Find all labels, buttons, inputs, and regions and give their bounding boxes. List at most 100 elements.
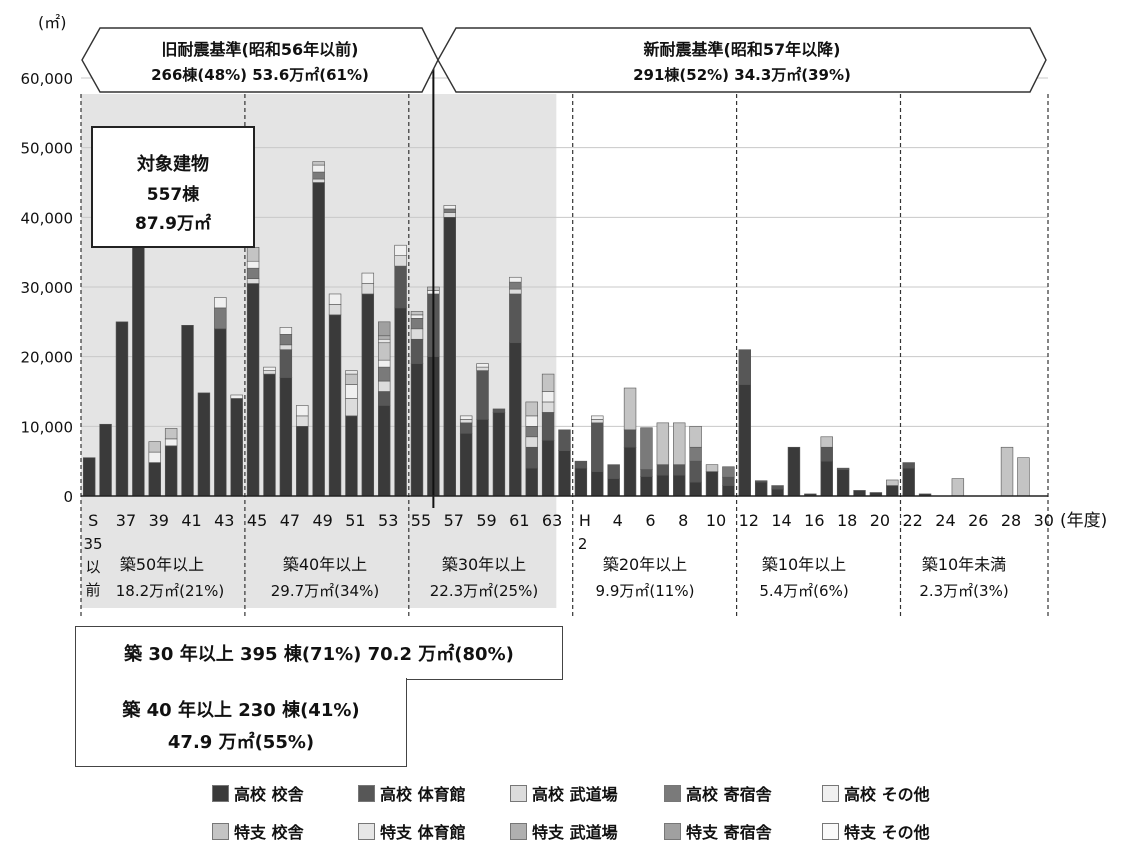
age-band-under10-stats: 2.3万㎡(3%)	[919, 582, 1008, 600]
bar-segment	[476, 363, 489, 368]
bar-segment	[263, 373, 276, 497]
bar-segment	[115, 321, 129, 497]
x-tick-label: 59	[476, 511, 496, 530]
age-band-30-label: 築30年以上	[442, 555, 526, 574]
legend-swatch	[212, 822, 229, 840]
x-tick-label: 55	[411, 511, 431, 530]
over-40-years-line2: 47.9 万㎡(55%)	[167, 732, 315, 753]
bar-segment	[378, 342, 391, 361]
age-band-20-label: 築20年以上	[603, 555, 687, 574]
bar-segment	[738, 384, 751, 497]
bar-segment	[164, 445, 178, 497]
x-tick-label: 53	[378, 511, 398, 530]
bar-segment	[394, 244, 407, 256]
bar-segment	[443, 205, 456, 210]
bar-segment	[279, 344, 293, 351]
bar-segment	[279, 334, 293, 346]
legend-row-2: 特支 校舎 特支 体育館 特支 武道場 特支 寄宿舎 特支 その他	[0, 818, 1126, 844]
bar-segment	[771, 488, 784, 497]
bar-segment	[246, 246, 260, 262]
x-tick-label: 22	[903, 511, 923, 530]
bar-segment	[410, 318, 424, 330]
legend-swatch	[822, 822, 839, 840]
target-area: 87.9万㎡	[135, 214, 211, 234]
bar-segment	[689, 426, 702, 448]
bar-segment	[509, 288, 522, 295]
bar-segment	[345, 398, 358, 417]
bar-segment	[1017, 457, 1030, 497]
age-band-40-stats: 29.7万㎡(34%)	[271, 582, 379, 600]
bar-segment	[410, 311, 424, 316]
bar-segment	[312, 161, 325, 166]
bar-segment	[476, 366, 489, 371]
bar-segment	[820, 446, 833, 462]
bar-segment	[328, 314, 342, 497]
bar-segment	[246, 267, 260, 279]
new-standard-banner	[437, 27, 1047, 93]
bar-segment	[378, 338, 391, 344]
legend-item: 高校 武道場	[510, 780, 618, 806]
bar-segment	[836, 469, 850, 497]
target-label: 対象建物	[137, 154, 209, 175]
bar-segment	[443, 212, 456, 218]
bar-segment	[410, 363, 424, 497]
bar-segment	[476, 370, 489, 420]
bar-segment	[214, 297, 227, 309]
y-tick-label: 30,000	[21, 279, 74, 297]
bar-segment	[263, 366, 276, 371]
y-tick-label: 60,000	[21, 70, 74, 88]
bar-segment	[607, 464, 620, 479]
bar-segment	[328, 304, 342, 316]
bar-segment	[558, 450, 571, 497]
bar-segment	[394, 307, 407, 497]
bar-segment	[312, 171, 325, 180]
bar-segment	[754, 481, 768, 497]
old-standard-stats: 266棟(48%) 53.6万㎡(61%)	[151, 66, 369, 84]
target-count: 557棟	[146, 185, 200, 205]
age-band-50-label: 築50年以上	[120, 555, 204, 574]
bar-segment	[459, 422, 473, 434]
bar-segment	[345, 373, 358, 385]
legend-label: 高校 武道場	[532, 785, 618, 804]
bar-segment	[541, 412, 555, 441]
bar-segment	[197, 392, 211, 497]
bar-segment	[459, 432, 473, 497]
bar-segment	[902, 467, 915, 497]
bar-segment	[361, 283, 375, 295]
bar-segment	[296, 405, 309, 417]
x-tick-label: 30	[1034, 511, 1054, 530]
bar-segment	[836, 467, 850, 470]
bar-segment	[246, 260, 260, 269]
age-band-10-stats: 5.4万㎡(6%)	[759, 582, 848, 600]
bar-segment	[1000, 446, 1014, 497]
x-tick-label: 26	[968, 511, 988, 530]
bar-segment	[607, 478, 620, 497]
bar-segment	[164, 428, 178, 440]
bar-segment	[722, 466, 735, 478]
bar-segment	[148, 451, 161, 463]
bar-segment	[558, 429, 571, 452]
x-unit-label: (年度)	[1060, 511, 1107, 531]
bar-segment	[689, 481, 702, 497]
legend-swatch	[358, 822, 375, 840]
bar-segment	[214, 307, 227, 330]
bar-segment	[673, 422, 686, 465]
bar-segment	[591, 415, 604, 420]
bar-segment	[509, 276, 522, 283]
bar-segment	[509, 342, 522, 497]
bar-segment	[525, 446, 538, 469]
x-tick-label: 4	[613, 511, 623, 530]
legend-swatch	[510, 822, 527, 840]
x-tick-sublabel: 以	[85, 558, 100, 576]
legend-swatch	[822, 784, 839, 802]
x-tick-label: 41	[181, 511, 201, 530]
x-tick-label: 63	[542, 511, 562, 530]
bar-segment	[378, 359, 391, 368]
x-tick-label: 47	[280, 511, 300, 530]
bar-segment	[541, 391, 555, 403]
old-standard-title: 旧耐震基準(昭和56年以前)	[162, 40, 359, 59]
bar-segment	[886, 485, 899, 497]
legend-swatch	[664, 784, 681, 802]
bar-segment	[394, 255, 407, 267]
bar-segment	[312, 182, 325, 497]
